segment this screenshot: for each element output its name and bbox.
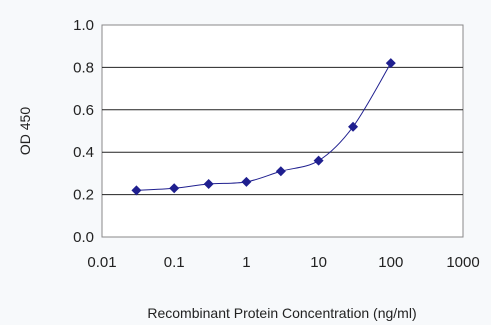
y-tick-label: 0.4	[73, 144, 94, 161]
y-tick-label: 0.6	[73, 102, 94, 119]
x-tick-label: 10	[310, 254, 327, 271]
x-axis-title: Recombinant Protein Concentration (ng/ml…	[147, 305, 416, 321]
x-tick-label: 100	[378, 254, 403, 271]
data-point	[241, 176, 252, 187]
data-point	[169, 183, 180, 194]
data-point	[203, 179, 214, 189]
data-point	[313, 155, 324, 166]
y-axis-title: OD 450	[17, 107, 33, 155]
x-tick-label: 0.1	[164, 254, 185, 271]
y-tick-label: 0.0	[73, 229, 94, 246]
x-tick-label: 0.01	[87, 254, 116, 271]
y-tick-label: 0.8	[73, 59, 94, 76]
x-tick-label: 1000	[446, 254, 479, 271]
plot-area	[101, 24, 464, 238]
data-point	[131, 185, 142, 196]
y-tick-label: 0.2	[73, 187, 94, 204]
y-tick-labels: 0.0 0.2 0.4 0.6 0.8 1.0	[73, 17, 94, 246]
x-tick-labels: 0.01 0.1 1 10 100 1000	[87, 254, 479, 271]
data-point	[348, 121, 359, 132]
y-tick-label: 1.0	[73, 17, 94, 34]
data-point	[385, 58, 396, 69]
grid-lines	[102, 66, 463, 196]
data-point	[275, 166, 286, 177]
series-group	[131, 58, 396, 196]
x-tick-label: 1	[242, 254, 250, 271]
